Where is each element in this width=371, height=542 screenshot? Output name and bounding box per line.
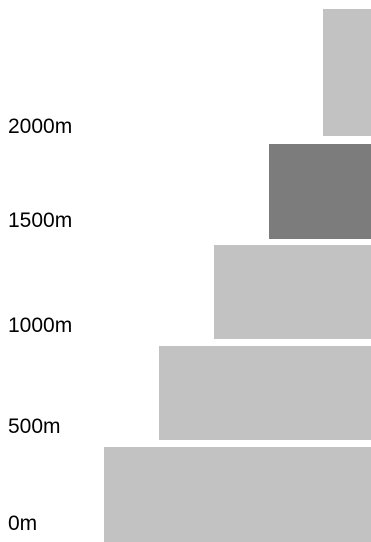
elevation-label-1500m: 1500m bbox=[8, 209, 73, 232]
elevation-label-500m: 500m bbox=[8, 415, 61, 438]
elevation-label-1000m: 1000m bbox=[8, 314, 73, 337]
elevation-step-1 bbox=[159, 346, 371, 440]
elevation-label-0m: 0m bbox=[8, 512, 38, 535]
elevation-step-2 bbox=[214, 245, 371, 339]
elevation-step-3 bbox=[269, 144, 371, 239]
elevation-step-0 bbox=[104, 447, 371, 542]
elevation-step-4 bbox=[323, 9, 371, 136]
elevation-label-2000m: 2000m bbox=[8, 115, 73, 138]
